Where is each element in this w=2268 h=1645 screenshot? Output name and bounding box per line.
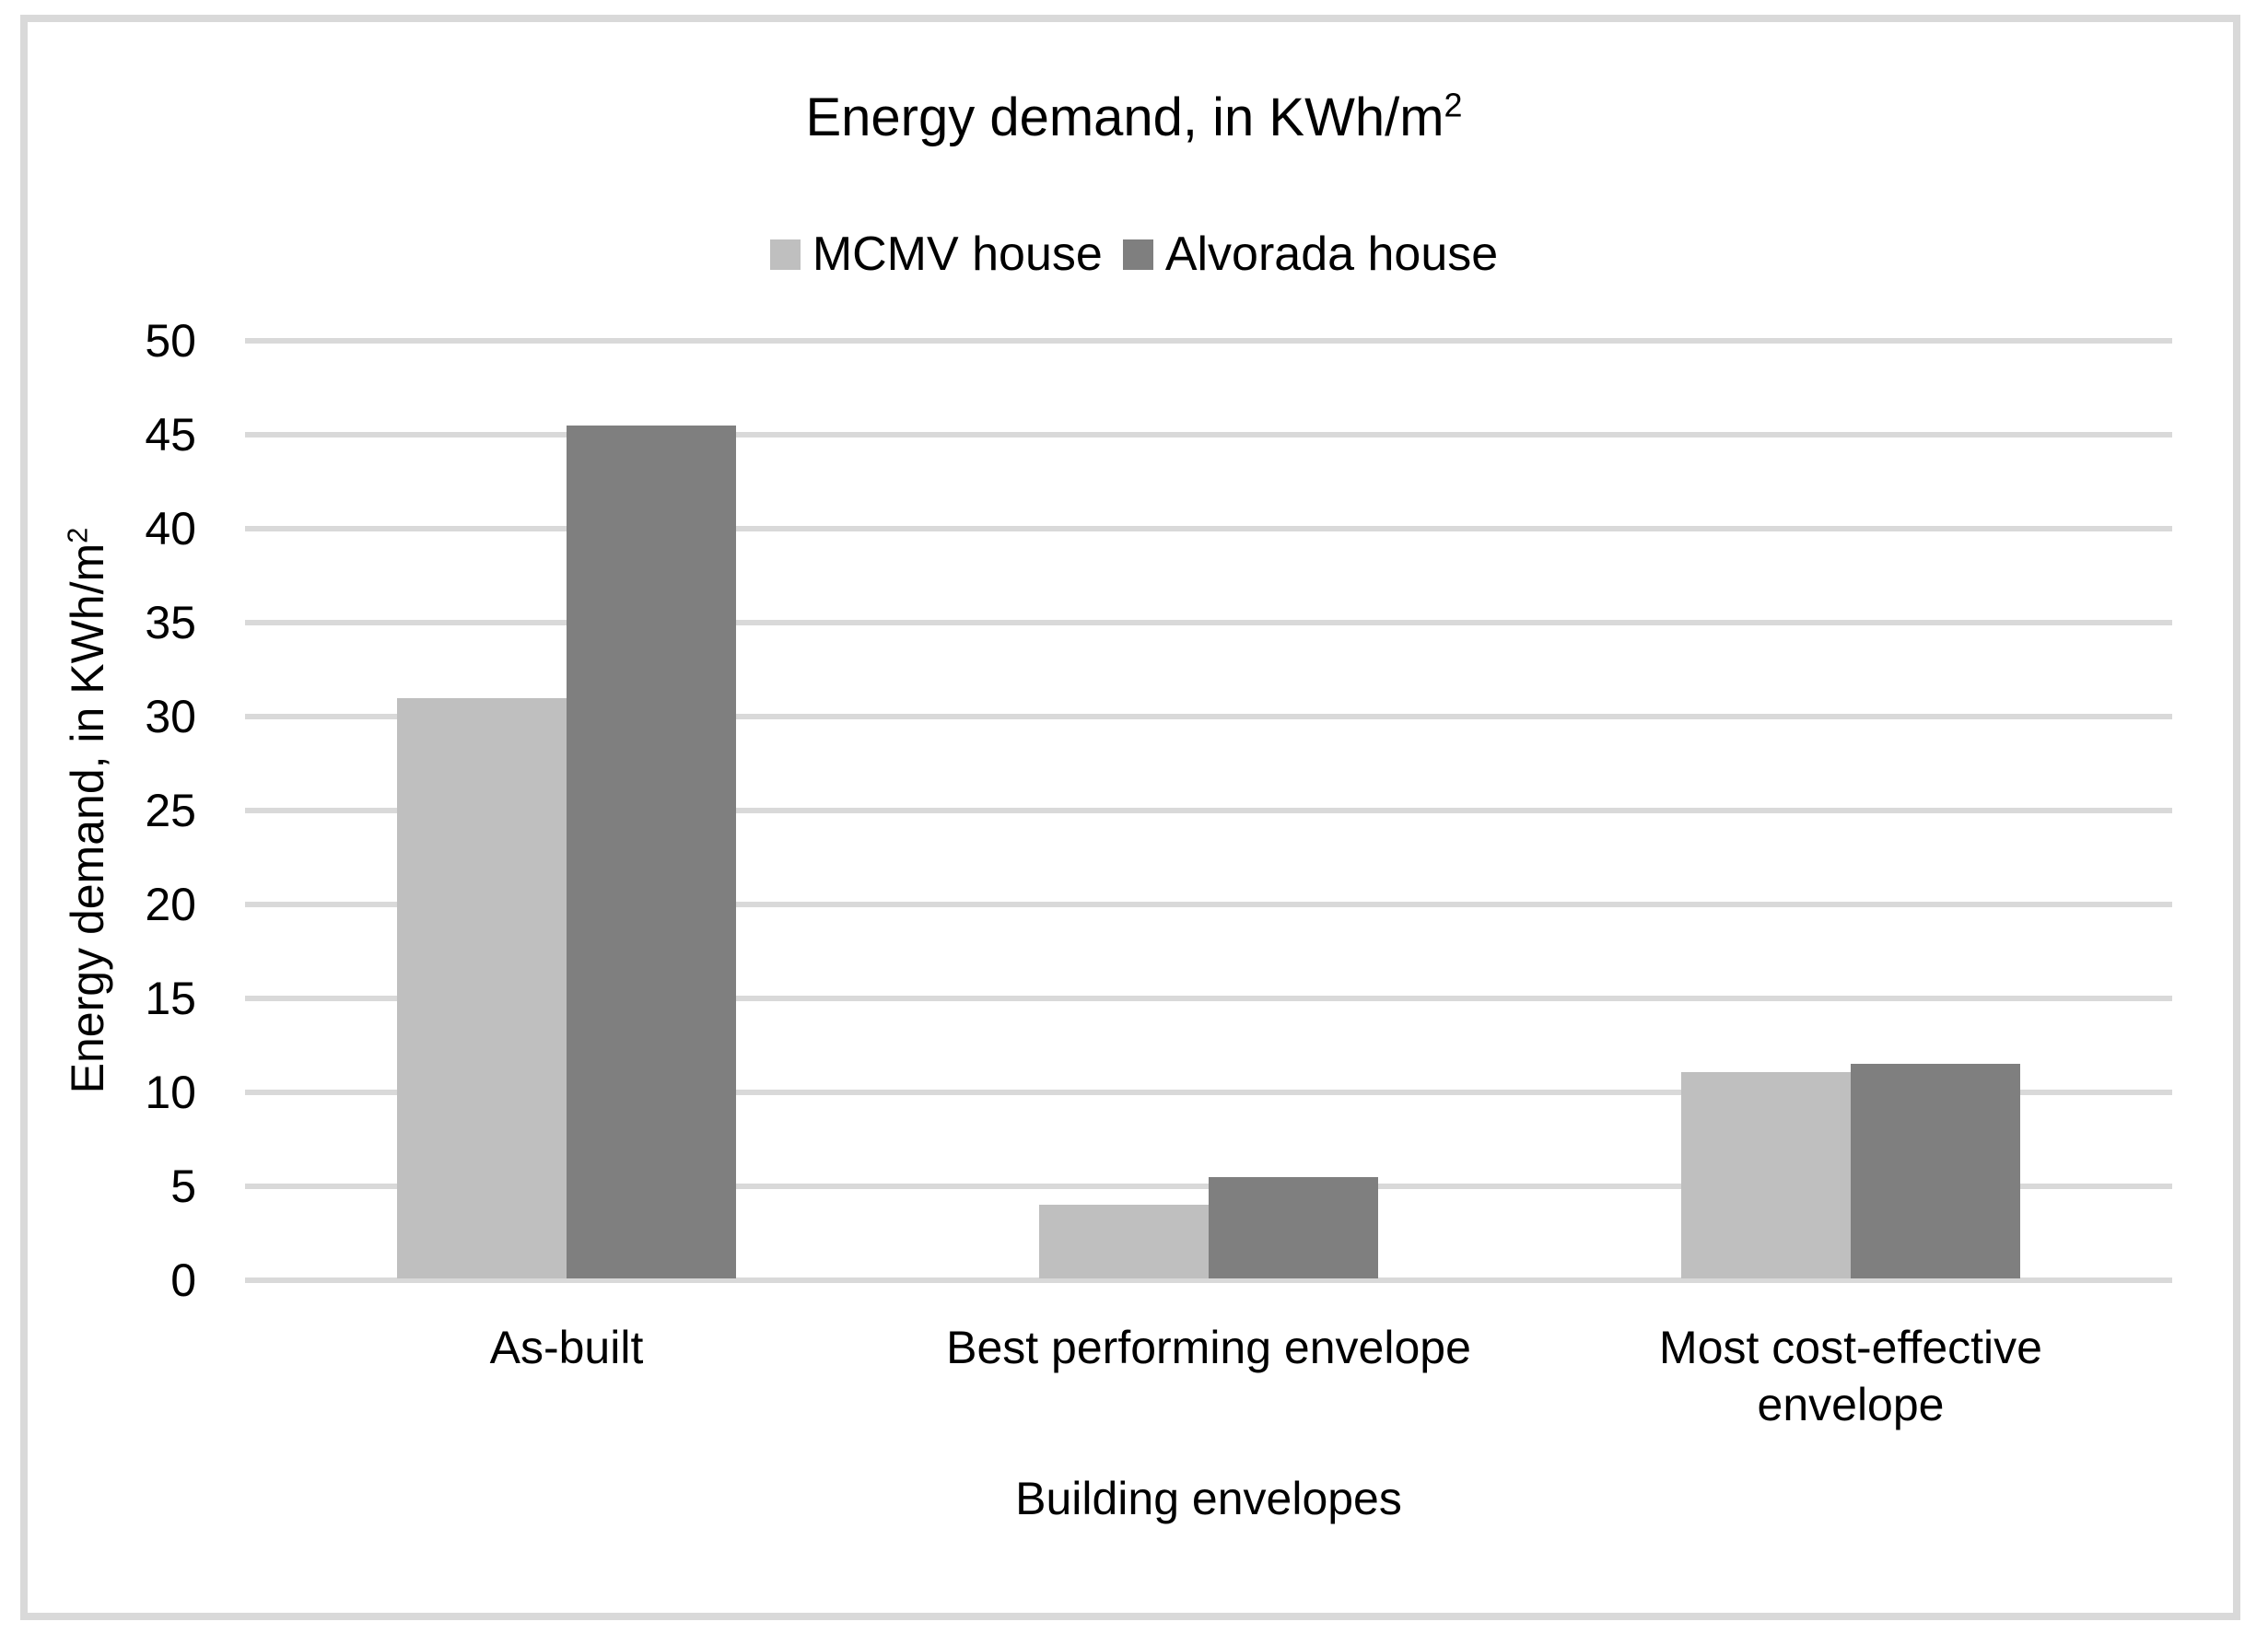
- bar-alvorada-house-most-cost-effective-envelope: [1851, 1064, 2020, 1278]
- legend-swatch-mcmv-icon: [769, 239, 801, 270]
- x-category-label-line: Most cost-effective: [1659, 1322, 2042, 1373]
- gridline-20: [245, 902, 2172, 907]
- y-tick-label-40: 40: [145, 503, 196, 554]
- x-category-label-line: As-built: [489, 1322, 644, 1373]
- x-category-label-as-built: As-built: [253, 1319, 880, 1376]
- y-tick-label-45: 45: [145, 409, 196, 461]
- gridline-50: [245, 338, 2172, 344]
- x-category-label-line: envelope: [1757, 1379, 1945, 1430]
- legend-swatch-alvorada-icon: [1122, 239, 1153, 270]
- y-tick-label-10: 10: [145, 1067, 196, 1118]
- y-tick-label-5: 5: [170, 1161, 196, 1212]
- gridline-25: [245, 808, 2172, 813]
- legend-item-mcmv: MCMV house: [769, 227, 1103, 282]
- y-tick-label-50: 50: [145, 315, 196, 367]
- y-tick-label-0: 0: [170, 1254, 196, 1306]
- x-category-label-line: Best performing envelope: [946, 1322, 1471, 1373]
- bar-alvorada-house-as-built: [567, 426, 736, 1278]
- bar-mcmv-house-as-built: [397, 698, 567, 1278]
- legend-label-alvorada: Alvorada house: [1164, 228, 1499, 281]
- chart-title-text: Energy demand, in KWh/m: [805, 88, 1444, 147]
- chart-title: Energy demand, in KWh/m2: [0, 88, 2268, 147]
- legend-item-alvorada: Alvorada house: [1122, 227, 1499, 282]
- legend: MCMV house Alvorada house: [0, 227, 2268, 282]
- gridline-45: [245, 432, 2172, 438]
- y-tick-label-25: 25: [145, 785, 196, 836]
- y-tick-label-15: 15: [145, 973, 196, 1024]
- gridline-0: [245, 1278, 2172, 1283]
- x-category-label-most-cost-effective-envelope: Most cost-effective envelope: [1537, 1319, 2164, 1433]
- legend-label-mcmv: MCMV house: [812, 228, 1103, 281]
- y-tick-label-20: 20: [145, 879, 196, 930]
- y-tick-label-30: 30: [145, 691, 196, 742]
- gridline-30: [245, 714, 2172, 719]
- chart-title-superscript: 2: [1444, 86, 1463, 124]
- gridline-35: [245, 620, 2172, 625]
- bar-alvorada-house-best-performing-envelope: [1209, 1177, 1378, 1278]
- x-category-label-best-performing-envelope: Best performing envelope: [895, 1319, 1522, 1376]
- x-axis-title: Building envelopes: [1015, 1473, 1402, 1524]
- gridline-10: [245, 1090, 2172, 1095]
- bar-mcmv-house-best-performing-envelope: [1039, 1205, 1209, 1278]
- gridline-40: [245, 526, 2172, 531]
- gridline-15: [245, 996, 2172, 1001]
- y-tick-label-35: 35: [145, 597, 196, 648]
- bar-mcmv-house-most-cost-effective-envelope: [1681, 1072, 1851, 1278]
